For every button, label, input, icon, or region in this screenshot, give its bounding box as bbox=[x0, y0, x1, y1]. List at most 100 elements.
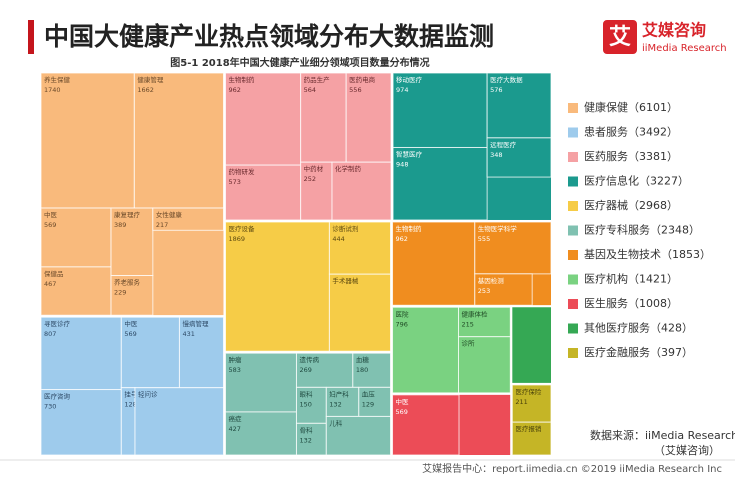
legend-value: （2968） bbox=[628, 199, 678, 212]
legend-label: 健康保健（6101） bbox=[584, 100, 678, 114]
cell-value: 962 bbox=[396, 235, 408, 243]
cell-label: 健康体检 bbox=[462, 309, 489, 318]
logo-sub: iiMedia Research bbox=[642, 43, 727, 54]
legend-name: 医疗专科服务 bbox=[584, 223, 650, 237]
cell-label: 血压 bbox=[362, 389, 376, 398]
child-cell bbox=[486, 137, 552, 178]
cell-value: 569 bbox=[44, 221, 56, 229]
child-cell bbox=[224, 164, 302, 221]
cell-label: 轻问诊 bbox=[138, 390, 158, 399]
cell-label: 生物医学科学 bbox=[478, 224, 517, 233]
legend-label: 医药服务（3381） bbox=[584, 150, 678, 163]
cell-label: 医院 bbox=[396, 309, 410, 318]
cell-value: 974 bbox=[396, 86, 408, 94]
logo-name: 艾媒咨询 bbox=[642, 21, 706, 40]
cell-value: 348 bbox=[490, 151, 502, 159]
cell-value: 962 bbox=[228, 86, 240, 94]
cell-label: 医疗咨询 bbox=[44, 392, 71, 401]
legend-value: （2348） bbox=[650, 224, 700, 237]
logo-icon: 艾 bbox=[609, 25, 631, 50]
legend-name: 医生服务 bbox=[584, 296, 628, 310]
cell-value: 128 bbox=[124, 401, 136, 409]
cell-value: 564 bbox=[304, 86, 316, 94]
cell-label: 中医 bbox=[396, 397, 410, 406]
legend-label: 基因及生物技术（1853） bbox=[584, 247, 711, 261]
legend-swatch bbox=[568, 127, 578, 138]
cell-value: 129 bbox=[362, 400, 374, 408]
legend-label: 患者服务（3492） bbox=[584, 126, 678, 139]
child-cell-unvalued bbox=[511, 421, 552, 456]
legend-label: 医疗器械（2968） bbox=[584, 198, 678, 212]
child-cell bbox=[300, 72, 347, 163]
source: 数据来源：iiMedia Research bbox=[590, 428, 735, 442]
child-cell bbox=[120, 316, 180, 389]
legend-swatch bbox=[568, 201, 578, 211]
cell-label: 骨科 bbox=[299, 425, 313, 434]
legend-value: （6101） bbox=[628, 101, 678, 114]
legend-value: （1421） bbox=[628, 273, 678, 286]
child-cell bbox=[40, 316, 122, 391]
cell-value: 730 bbox=[44, 403, 56, 411]
child-cell-unvalued bbox=[328, 273, 392, 352]
cell-value: 132 bbox=[329, 400, 341, 408]
cell-value: 215 bbox=[462, 320, 474, 328]
legend-swatch bbox=[568, 274, 578, 285]
legend-name: 基因及生物技术 bbox=[584, 247, 661, 261]
cell-value: 555 bbox=[478, 235, 490, 243]
cell-label: 养老服务 bbox=[114, 278, 141, 287]
child-cell bbox=[392, 306, 460, 394]
legend-swatch bbox=[568, 152, 578, 162]
footer: 艾媒报告中心：report.iimedia.cn ©2019 iiMedia R… bbox=[422, 462, 722, 475]
legend-value: （3492） bbox=[628, 126, 678, 139]
cell-label: 医疗保险 bbox=[515, 387, 542, 396]
cell-value: 444 bbox=[332, 235, 344, 243]
cell-label: 肿瘤 bbox=[228, 355, 242, 364]
legend-swatch bbox=[568, 250, 578, 260]
cell-value: 573 bbox=[228, 178, 240, 186]
cell-value: 467 bbox=[44, 280, 56, 288]
cell-label: 远程医疗 bbox=[490, 140, 516, 149]
cell-label: 中医 bbox=[44, 210, 58, 219]
cell-value: 569 bbox=[396, 408, 408, 416]
cell-value: 180 bbox=[356, 366, 368, 374]
cell-label: 医疗报销 bbox=[515, 424, 542, 433]
legend-value: （397） bbox=[650, 346, 693, 359]
child-cell bbox=[40, 207, 112, 268]
legend-value: （3381） bbox=[628, 150, 678, 163]
cell-label: 医药电商 bbox=[349, 75, 376, 84]
child-cell bbox=[474, 273, 533, 306]
child-cell bbox=[224, 221, 330, 352]
cell-value: 150 bbox=[299, 400, 311, 408]
legend-swatch bbox=[568, 103, 578, 113]
logo-icon-bg bbox=[603, 20, 637, 54]
cell-label: 生物制药 bbox=[396, 224, 423, 233]
child-cell bbox=[345, 72, 392, 163]
cell-value: 807 bbox=[44, 330, 56, 338]
cell-label: 养生保健 bbox=[44, 75, 71, 84]
child-cell bbox=[295, 386, 327, 424]
child-cell bbox=[224, 352, 297, 413]
child-cell bbox=[295, 422, 327, 456]
child-cell bbox=[300, 161, 333, 221]
legend-name: 医疗金融服务 bbox=[584, 345, 650, 359]
legend-value: （3227） bbox=[639, 175, 689, 188]
legend-label: 医疗机构（1421） bbox=[584, 272, 678, 286]
child-cell-unvalued bbox=[325, 415, 392, 456]
cell-label: 挂号 bbox=[124, 390, 138, 399]
cell-label: 药物研发 bbox=[228, 167, 255, 176]
cell-value: 389 bbox=[114, 221, 126, 229]
child-cell bbox=[110, 275, 154, 316]
cell-label: 遗传病 bbox=[299, 355, 319, 364]
cell-value: 1662 bbox=[137, 86, 154, 94]
cell-label: 智慧医疗 bbox=[396, 149, 423, 158]
title-accent bbox=[28, 20, 34, 54]
legend-name: 医疗机构 bbox=[584, 272, 628, 286]
cell-value: 253 bbox=[478, 287, 490, 295]
cell-value: 252 bbox=[304, 175, 316, 183]
legend-label: 医疗专科服务（2348） bbox=[584, 223, 700, 237]
legend-swatch bbox=[568, 176, 578, 187]
cell-label: 医疗大数据 bbox=[490, 75, 523, 84]
child-cell-unvalued bbox=[331, 161, 392, 221]
